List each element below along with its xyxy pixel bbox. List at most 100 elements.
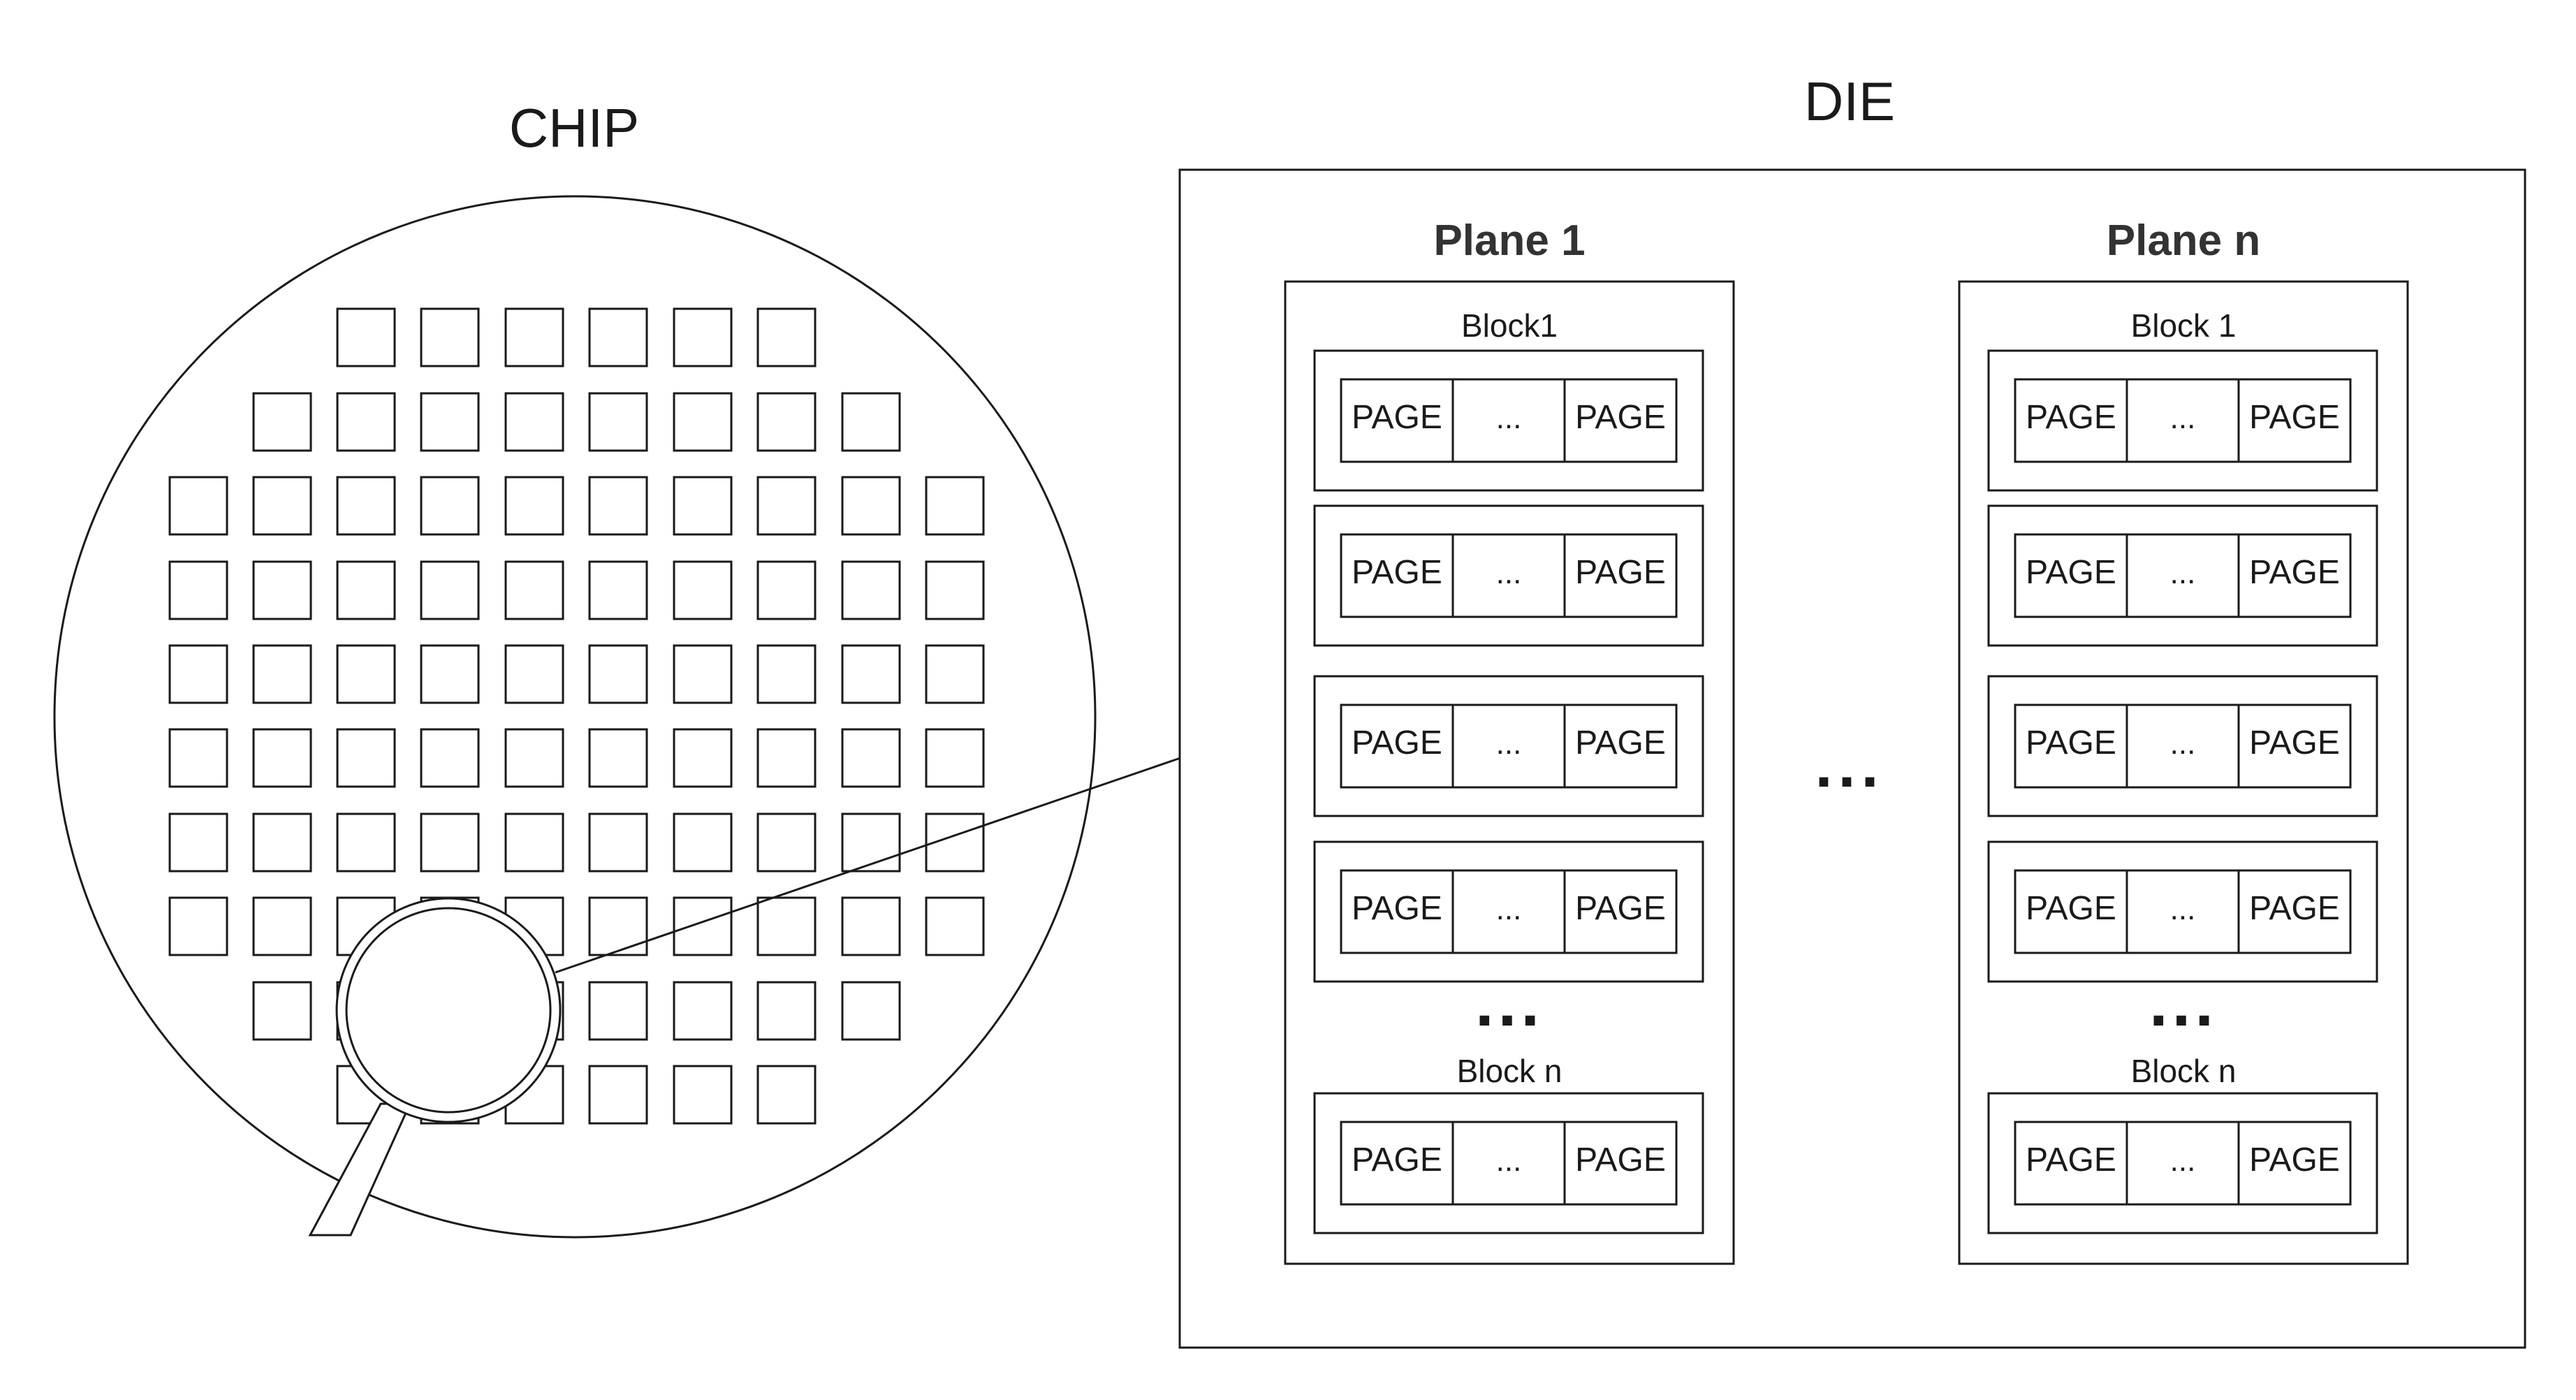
block-label-first: Block1 <box>1461 307 1558 344</box>
wafer-die-square <box>420 307 480 367</box>
wafer-die-square <box>673 728 733 788</box>
wafer-die-square <box>504 560 564 620</box>
page-cell <box>2014 1121 2128 1206</box>
wafer-die-square <box>168 476 228 536</box>
page-ellipsis-cell <box>1451 869 1566 954</box>
page-cell <box>2014 703 2128 789</box>
page-cell <box>1563 378 1678 463</box>
wafer-die-square <box>841 392 901 452</box>
wafer-die-square <box>420 812 480 873</box>
wafer-die-square <box>252 896 312 956</box>
wafer-die-square <box>336 476 396 536</box>
page-cell <box>1563 703 1678 789</box>
page-ellipsis-cell <box>1451 703 1566 789</box>
wafer-die-square <box>252 644 312 704</box>
wafer-die-square <box>841 981 901 1041</box>
wafer-die-square <box>588 728 648 788</box>
wafer-die-square <box>925 728 985 788</box>
page-ellipsis-cell <box>1451 378 1566 463</box>
block-label-first: Block 1 <box>2131 307 2237 344</box>
wafer-die-square <box>756 981 817 1041</box>
page-cell <box>1563 533 1678 618</box>
wafer-die-square <box>925 812 985 873</box>
wafer-die-square <box>925 644 985 704</box>
wafer-die-square <box>504 307 564 367</box>
wafer-die-square <box>336 644 396 704</box>
page-ellipsis-cell <box>2125 378 2240 463</box>
page-label: PAGE <box>1352 890 1442 927</box>
wafer-die-square <box>673 644 733 704</box>
wafer-die-square <box>252 476 312 536</box>
chip-title: CHIP <box>509 97 639 159</box>
wafer-die-square <box>756 392 817 452</box>
wafer-die-square <box>588 1065 648 1125</box>
page-ellipsis-label: ... <box>2170 727 2196 761</box>
wafer-die-square <box>756 560 817 620</box>
zoom-connector-line <box>555 757 1181 974</box>
wafer-die-square <box>841 476 901 536</box>
die-title: DIE <box>1804 71 1895 132</box>
block-label-last: Block n <box>2131 1053 2237 1089</box>
wafer-die-square <box>168 896 228 956</box>
wafer-die-square <box>252 812 312 873</box>
wafer-die-square <box>504 476 564 536</box>
wafer-die-square <box>673 896 733 956</box>
planes-ellipsis: ... <box>1815 731 1884 801</box>
page-label: PAGE <box>2249 399 2340 436</box>
wafer-die-square <box>504 392 564 452</box>
wafer-die-square <box>420 644 480 704</box>
block-label-last: Block n <box>1457 1053 1563 1089</box>
page-ellipsis-cell <box>2125 869 2240 954</box>
block: PAGE... PAGE <box>1987 504 2378 647</box>
wafer-die-square <box>841 896 901 956</box>
page-ellipsis-label: ... <box>2170 892 2196 926</box>
wafer-die-square <box>756 1065 817 1125</box>
page-ellipsis-cell <box>2125 703 2240 789</box>
page-label: PAGE <box>2026 554 2116 591</box>
page-cell <box>1340 869 1454 954</box>
wafer-die-square <box>336 728 396 788</box>
wafer-die-square <box>588 981 648 1041</box>
page-cell <box>1340 703 1454 789</box>
wafer-die-square <box>336 307 396 367</box>
page-label: PAGE <box>2249 554 2340 591</box>
page-cell <box>1563 1121 1678 1206</box>
page-cell <box>2014 533 2128 618</box>
wafer-die-square <box>841 812 901 873</box>
page-label: PAGE <box>2249 1142 2340 1179</box>
page-cell <box>2237 533 2352 618</box>
page-label: PAGE <box>2249 890 2340 927</box>
wafer-die-square <box>252 981 312 1041</box>
block: PAGE... PAGE <box>1987 1092 2378 1234</box>
page-ellipsis-cell <box>1451 1121 1566 1206</box>
wafer-die-square <box>336 392 396 452</box>
block: PAGE... PAGE <box>1313 840 1704 983</box>
page-ellipsis-cell <box>2125 1121 2240 1206</box>
wafer-die-square <box>673 981 733 1041</box>
page-cell <box>2237 1121 2352 1206</box>
page-ellipsis-label: ... <box>2170 556 2196 590</box>
block: PAGE... PAGE <box>1987 349 2378 492</box>
page-cell <box>2014 378 2128 463</box>
plane-title: Plane 1 <box>1433 217 1585 265</box>
more-blocks-ellipsis: ... <box>1475 965 1544 1040</box>
page-ellipsis-label: ... <box>2170 1144 2196 1178</box>
wafer-die-square <box>756 644 817 704</box>
block: PAGE... PAGE <box>1313 675 1704 817</box>
page-label: PAGE <box>1352 1142 1442 1179</box>
more-blocks-ellipsis: ... <box>2149 965 2218 1040</box>
block: PAGE... PAGE <box>1313 504 1704 647</box>
page-label: PAGE <box>1575 554 1666 591</box>
block: PAGE... PAGE <box>1313 1092 1704 1234</box>
wafer-die-square <box>420 560 480 620</box>
wafer-die-square <box>756 896 817 956</box>
page-label: PAGE <box>2026 399 2116 436</box>
page-label: PAGE <box>2026 724 2116 761</box>
wafer-die-square <box>420 392 480 452</box>
page-cell <box>1563 869 1678 954</box>
wafer-die-square <box>252 728 312 788</box>
wafer-die-square <box>841 560 901 620</box>
wafer-die-square <box>925 560 985 620</box>
wafer-die-square <box>336 812 396 873</box>
